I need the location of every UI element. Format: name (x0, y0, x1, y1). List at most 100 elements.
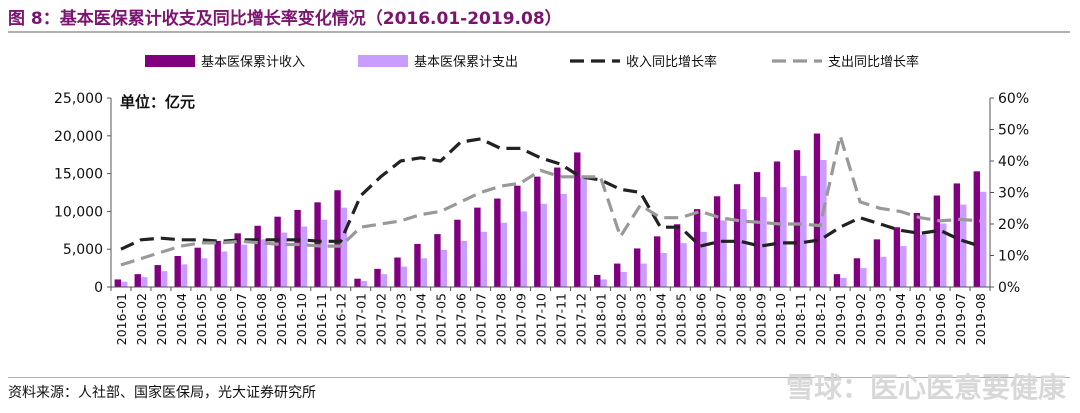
unit-label: 单位：亿元 (120, 93, 195, 111)
legend-swatch (358, 55, 408, 67)
bar-income (913, 212, 921, 287)
bar-expense (260, 239, 268, 287)
x-tick-label: 2018-10 (773, 293, 788, 345)
bar-income (114, 279, 121, 287)
right-tick-label: 20% (998, 217, 1029, 233)
x-tick-label: 2018-02 (613, 293, 628, 345)
x-tick-label: 2016-08 (254, 293, 269, 345)
bar-expense (240, 244, 248, 287)
x-tick-label: 2016-01 (114, 293, 129, 345)
bar-expense (740, 209, 747, 287)
legend: 基本医保累计收入 基本医保累计支出 收入同比增长率 支出同比增长率 (145, 54, 919, 70)
bar-income (793, 150, 801, 287)
bar-expense (800, 175, 807, 287)
bar-income (134, 274, 141, 287)
x-tick-label: 2018-05 (673, 293, 688, 345)
bar-expense (600, 279, 607, 287)
bar-expense (420, 258, 428, 287)
x-tick-label: 2019-07 (953, 293, 968, 345)
bar-income (673, 224, 681, 287)
x-tick-label: 2017-04 (414, 293, 429, 345)
bar-expense (640, 263, 647, 287)
bar-expense (200, 258, 208, 287)
bar-expense (120, 281, 128, 287)
bar-expense (980, 191, 987, 287)
x-tick-label: 2017-03 (394, 293, 409, 345)
lines (120, 134, 981, 267)
bar-income (274, 216, 281, 287)
bar-expense (480, 231, 487, 287)
bar-income (394, 257, 401, 287)
bar-expense (960, 204, 967, 287)
left-axis: 0 5,000 10,000 15,000 20,000 25,000 (54, 91, 112, 296)
bar-income (514, 185, 521, 287)
x-tick-label: 2016-03 (154, 293, 169, 345)
chart-title: 图 8：基本医保累计收支及同比增长率变化情况（2016.01-2019.08） (8, 9, 562, 29)
bar-expense (680, 243, 687, 287)
bar-income (594, 274, 601, 287)
x-tick-label: 2019-04 (893, 293, 908, 345)
left-tick-label: 10,000 (54, 204, 103, 220)
bar-expense (500, 222, 507, 287)
bars (114, 133, 987, 287)
bar-expense (520, 211, 527, 287)
bar-income (634, 248, 641, 287)
income-growth-line (120, 137, 981, 251)
bar-expense (340, 207, 348, 287)
x-tick-label: 2018-01 (593, 293, 608, 345)
bar-income (534, 176, 541, 287)
chart: 基本医保累计收入 基本医保累计支出 收入同比增长率 支出同比增长率 单位：亿元 0 5,… (54, 54, 1029, 345)
bar-income (474, 207, 481, 287)
left-tick-label: 0 (94, 280, 103, 296)
bar-income (973, 171, 981, 287)
bar-expense (320, 219, 328, 287)
legend-label: 基本医保累计收入 (201, 55, 305, 70)
right-tick-label: 60% (998, 91, 1029, 107)
bar-expense (760, 197, 767, 287)
bar-income (494, 198, 501, 287)
bar-income (953, 183, 961, 287)
bar-income (434, 234, 441, 287)
expense-growth-line (120, 134, 981, 267)
bar-income (574, 152, 581, 287)
x-tick-label: 2016-09 (274, 293, 289, 345)
x-tick-label: 2019-02 (853, 293, 868, 345)
bar-expense (660, 252, 667, 287)
x-tick-label: 2019-01 (833, 293, 848, 345)
bar-income (294, 209, 301, 287)
x-tick-label: 2016-07 (234, 293, 249, 345)
right-tick-label: 50% (998, 123, 1029, 139)
left-tick-label: 25,000 (54, 91, 103, 107)
footer-divider (8, 377, 1070, 378)
bar-income (893, 227, 901, 287)
right-tick-label: 10% (998, 249, 1029, 265)
x-tick-label: 2018-04 (653, 293, 668, 345)
right-axis: 0% 10% 20% 30% 40% 50% 60% (989, 91, 1029, 296)
x-tick-label: 2017-09 (514, 293, 529, 345)
x-tick-label: 2017-08 (494, 293, 509, 345)
bar-income (933, 195, 941, 287)
bar-expense (920, 234, 927, 287)
left-tick-label: 20,000 (54, 129, 103, 145)
bar-expense (860, 268, 867, 287)
x-tick-label: 2016-11 (314, 293, 329, 345)
bar-income (234, 233, 241, 287)
bar-expense (460, 240, 467, 287)
x-tick-label: 2019-05 (913, 293, 928, 345)
bar-expense (160, 271, 168, 287)
bar-expense (780, 187, 787, 287)
bar-expense (380, 274, 388, 287)
bar-expense (940, 223, 947, 287)
bar-income (194, 247, 201, 287)
bar-income (813, 133, 821, 287)
x-tick-label: 2017-05 (434, 293, 449, 345)
x-tick-label: 2018-07 (713, 293, 728, 345)
bar-expense (580, 178, 587, 287)
bar-income (693, 209, 701, 287)
left-tick-label: 15,000 (54, 167, 103, 183)
bar-income (614, 263, 621, 287)
title-divider (8, 31, 1070, 33)
bar-expense (900, 246, 907, 287)
x-tick-label: 2018-03 (633, 293, 648, 345)
x-tick-label: 2017-11 (553, 293, 568, 345)
